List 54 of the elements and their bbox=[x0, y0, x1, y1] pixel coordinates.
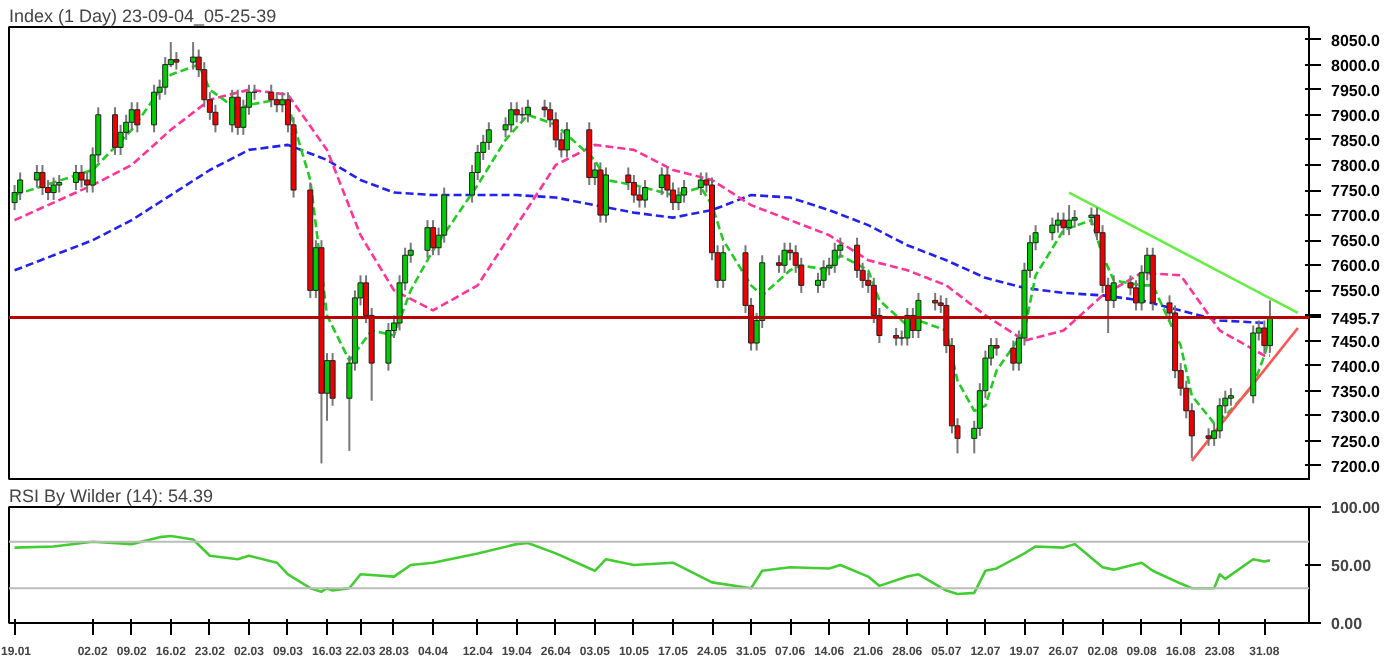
chart-title: Index (1 Day) 23-09-04_05-25-39 bbox=[9, 6, 277, 26]
candlestick bbox=[1054, 211, 1061, 234]
candlestick bbox=[268, 83, 275, 109]
candlestick bbox=[642, 179, 649, 209]
y-tick-label: 7350.0 bbox=[1331, 382, 1382, 401]
candlestick bbox=[1149, 246, 1156, 312]
candlestick bbox=[597, 161, 604, 224]
candlestick bbox=[563, 121, 570, 159]
candlestick bbox=[513, 101, 520, 124]
chart-title: RSI By Wilder (14): 54.39 bbox=[9, 486, 214, 506]
candlestick bbox=[586, 121, 593, 187]
candlestick bbox=[602, 166, 610, 224]
ref-line-label: 7495.7 bbox=[1331, 309, 1382, 328]
y-tick-label: 8050.0 bbox=[1331, 31, 1382, 50]
y-tick-label: 0.00 bbox=[1331, 615, 1364, 633]
y-tick-label: 8000.0 bbox=[1331, 56, 1382, 75]
y-tick-label: 7750.0 bbox=[1331, 182, 1382, 201]
y-tick-label: 7400.0 bbox=[1331, 357, 1382, 376]
candlestick bbox=[1060, 211, 1067, 237]
y-tick-label: 7450.0 bbox=[1331, 332, 1382, 351]
candlestick bbox=[1133, 279, 1140, 312]
candlestick bbox=[720, 244, 727, 289]
candlestick bbox=[1066, 204, 1073, 237]
y-tick-label: 7250.0 bbox=[1331, 432, 1382, 451]
y-tick-label: 7550.0 bbox=[1331, 282, 1382, 301]
candlestick bbox=[820, 259, 827, 289]
y-tick-label: 7600.0 bbox=[1331, 257, 1382, 276]
y-tick-label: 7200.0 bbox=[1331, 457, 1382, 476]
y-tick-label: 7700.0 bbox=[1331, 207, 1382, 226]
candlestick bbox=[524, 98, 531, 124]
candlestick bbox=[430, 219, 437, 257]
candlestick bbox=[681, 179, 688, 204]
candlestick bbox=[1261, 319, 1268, 355]
y-tick-label: 50.00 bbox=[1331, 557, 1373, 575]
candlestick bbox=[675, 186, 682, 212]
candlestick bbox=[1266, 299, 1273, 355]
candlestick bbox=[1216, 397, 1223, 440]
candlestick bbox=[630, 173, 637, 204]
y-tick-label: 7650.0 bbox=[1331, 232, 1382, 251]
candlestick bbox=[385, 321, 392, 372]
candlestick bbox=[915, 291, 922, 340]
candlestick bbox=[697, 171, 704, 197]
y-tick-label: 7300.0 bbox=[1331, 407, 1382, 426]
candlestick bbox=[424, 219, 431, 259]
candlestick bbox=[781, 241, 788, 274]
candlestick bbox=[1010, 339, 1017, 372]
y-tick-label: 7800.0 bbox=[1331, 156, 1382, 175]
y-tick-label: 7900.0 bbox=[1331, 106, 1382, 125]
y-tick-label: 7850.0 bbox=[1331, 131, 1382, 150]
candlestick bbox=[1049, 216, 1056, 242]
y-tick-label: 7950.0 bbox=[1331, 81, 1382, 100]
candlestick bbox=[831, 241, 838, 274]
y-tick-label: 100.00 bbox=[1331, 499, 1382, 517]
candlestick bbox=[508, 101, 515, 134]
